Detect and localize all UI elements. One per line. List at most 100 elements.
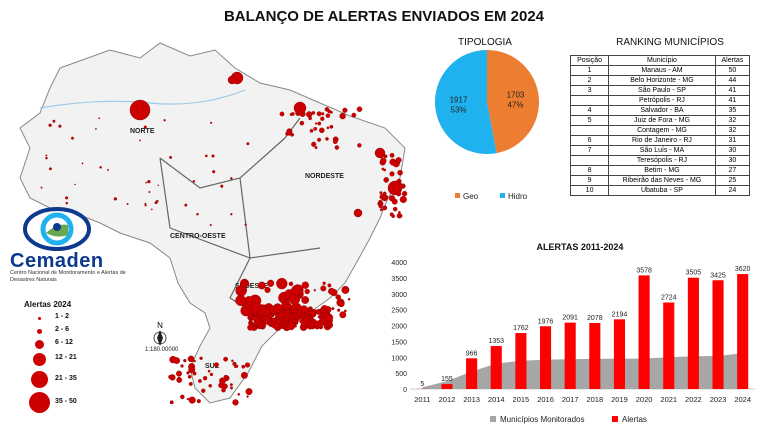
brazil-map: NORTE NORDESTE CENTRO-OESTE SUDESTE SUL … (19, 42, 408, 406)
x-tick-label: 2020 (636, 395, 653, 404)
municipality-cell: Ribeirão das Neves - MG (608, 175, 716, 186)
alert-marker (320, 285, 327, 292)
municipality-cell: Juiz de Fora - MG (608, 115, 716, 126)
alert-marker (223, 374, 228, 380)
legend-item: 6 - 12 (10, 339, 130, 351)
alert-marker (309, 128, 314, 133)
table-row: 5 Juiz de Fora - MG 32 (569, 115, 751, 126)
alerts-cell: 31 (714, 135, 751, 146)
alerts-bar-chart: 0 500 1000 1500 2000 2500 3000 3500 4000 5 155 966 1… (391, 260, 755, 424)
alert-marker (235, 364, 239, 368)
x-tick-label: 2021 (660, 395, 677, 404)
alert-marker (95, 128, 97, 130)
x-tick-label: 2018 (586, 395, 603, 404)
region-label-sul: SUL (205, 363, 220, 370)
alert-marker (193, 359, 196, 363)
alert-marker (387, 180, 403, 196)
alert-marker (322, 281, 326, 285)
alert-marker (173, 357, 181, 364)
alert-marker (299, 120, 305, 126)
pie-value-label: 1703 (507, 90, 525, 99)
alert-marker (341, 285, 350, 294)
region-label-centro-oeste: CENTRO-OESTE (170, 233, 226, 240)
alert-marker (58, 124, 62, 128)
alert-marker (144, 202, 147, 205)
column-header-alerts: Alertas (714, 55, 751, 66)
alert-marker (389, 152, 395, 158)
legend-swatch (490, 416, 496, 422)
alert-marker (232, 399, 239, 406)
alert-marker (313, 126, 318, 131)
alert-marker (183, 358, 187, 363)
alerts-cell: 30 (714, 155, 751, 166)
alert-marker (329, 110, 333, 114)
bar-data-label: 2091 (562, 315, 578, 322)
alert-marker (313, 289, 316, 292)
alerts-cell: 27 (714, 165, 751, 176)
x-tick-label: 2019 (611, 395, 628, 404)
alert-marker (328, 287, 335, 295)
alert-marker (261, 315, 267, 321)
x-tick-label: 2012 (439, 395, 456, 404)
bar-chart-title: ALERTAS 2011-2024 (536, 242, 624, 252)
alert-marker (209, 372, 214, 377)
alert-marker (287, 130, 292, 136)
legend-swatch (612, 416, 618, 422)
legend-item: 35 - 50 (10, 392, 130, 413)
alert-marker (380, 157, 387, 164)
bar-alertas (613, 319, 626, 389)
alert-marker (379, 193, 386, 200)
bar-data-label: 3425 (710, 272, 726, 279)
alert-marker (245, 388, 253, 396)
bar-alertas (737, 274, 749, 389)
alert-marker (317, 137, 322, 142)
position-cell: 9 (569, 175, 610, 186)
alert-marker (98, 117, 101, 120)
table-row: Teresópolis - RJ 30 (569, 155, 751, 166)
river (39, 89, 246, 109)
alert-marker (392, 206, 398, 212)
bar-data-label: 966 (466, 350, 478, 357)
alert-marker (188, 366, 196, 374)
municipality-cell: Manaus - AM (608, 65, 716, 76)
alert-marker (334, 145, 340, 150)
alert-marker (353, 208, 363, 218)
alert-marker (201, 388, 206, 393)
alert-marker (204, 154, 208, 158)
table-row: 10 Ubatuba - SP 24 (569, 185, 751, 196)
alert-marker (338, 300, 345, 308)
alert-marker (81, 162, 84, 165)
alert-marker (399, 195, 407, 204)
pie-value-label: 1917 (450, 96, 468, 105)
alert-marker (281, 302, 288, 309)
alert-marker (74, 183, 76, 186)
alerts-cell: 32 (714, 125, 751, 136)
ranking-header-row: Posição Município Alertas (569, 55, 751, 66)
y-tick-label: 3500 (391, 276, 407, 283)
alerts-cell: 24 (714, 185, 751, 196)
alert-marker (232, 361, 237, 366)
alerts-cell: 32 (714, 115, 751, 126)
alert-marker (230, 213, 233, 216)
bar-alertas (466, 358, 478, 389)
alert-marker (374, 147, 386, 159)
position-cell: 5 (569, 115, 610, 126)
legend-swatch (500, 193, 505, 198)
page-title: BALANÇO DE ALERTAS ENVIADOS EM 2024 (223, 8, 545, 25)
alert-marker (211, 154, 215, 158)
pie-legend-label: Hidro (508, 192, 528, 201)
alert-marker (314, 146, 318, 150)
svg-text:N: N (157, 321, 163, 330)
alert-marker (48, 167, 52, 171)
alert-marker (139, 139, 141, 142)
x-tick-label: 2017 (562, 395, 579, 404)
alert-marker (220, 184, 224, 188)
alert-marker (223, 356, 228, 362)
alert-marker (45, 156, 48, 160)
alert-marker (315, 309, 321, 315)
municipality-cell: Betim - MG (608, 165, 716, 176)
alert-marker (186, 397, 190, 401)
alert-marker (397, 169, 403, 176)
alert-marker (292, 309, 298, 315)
alert-marker (293, 101, 307, 115)
